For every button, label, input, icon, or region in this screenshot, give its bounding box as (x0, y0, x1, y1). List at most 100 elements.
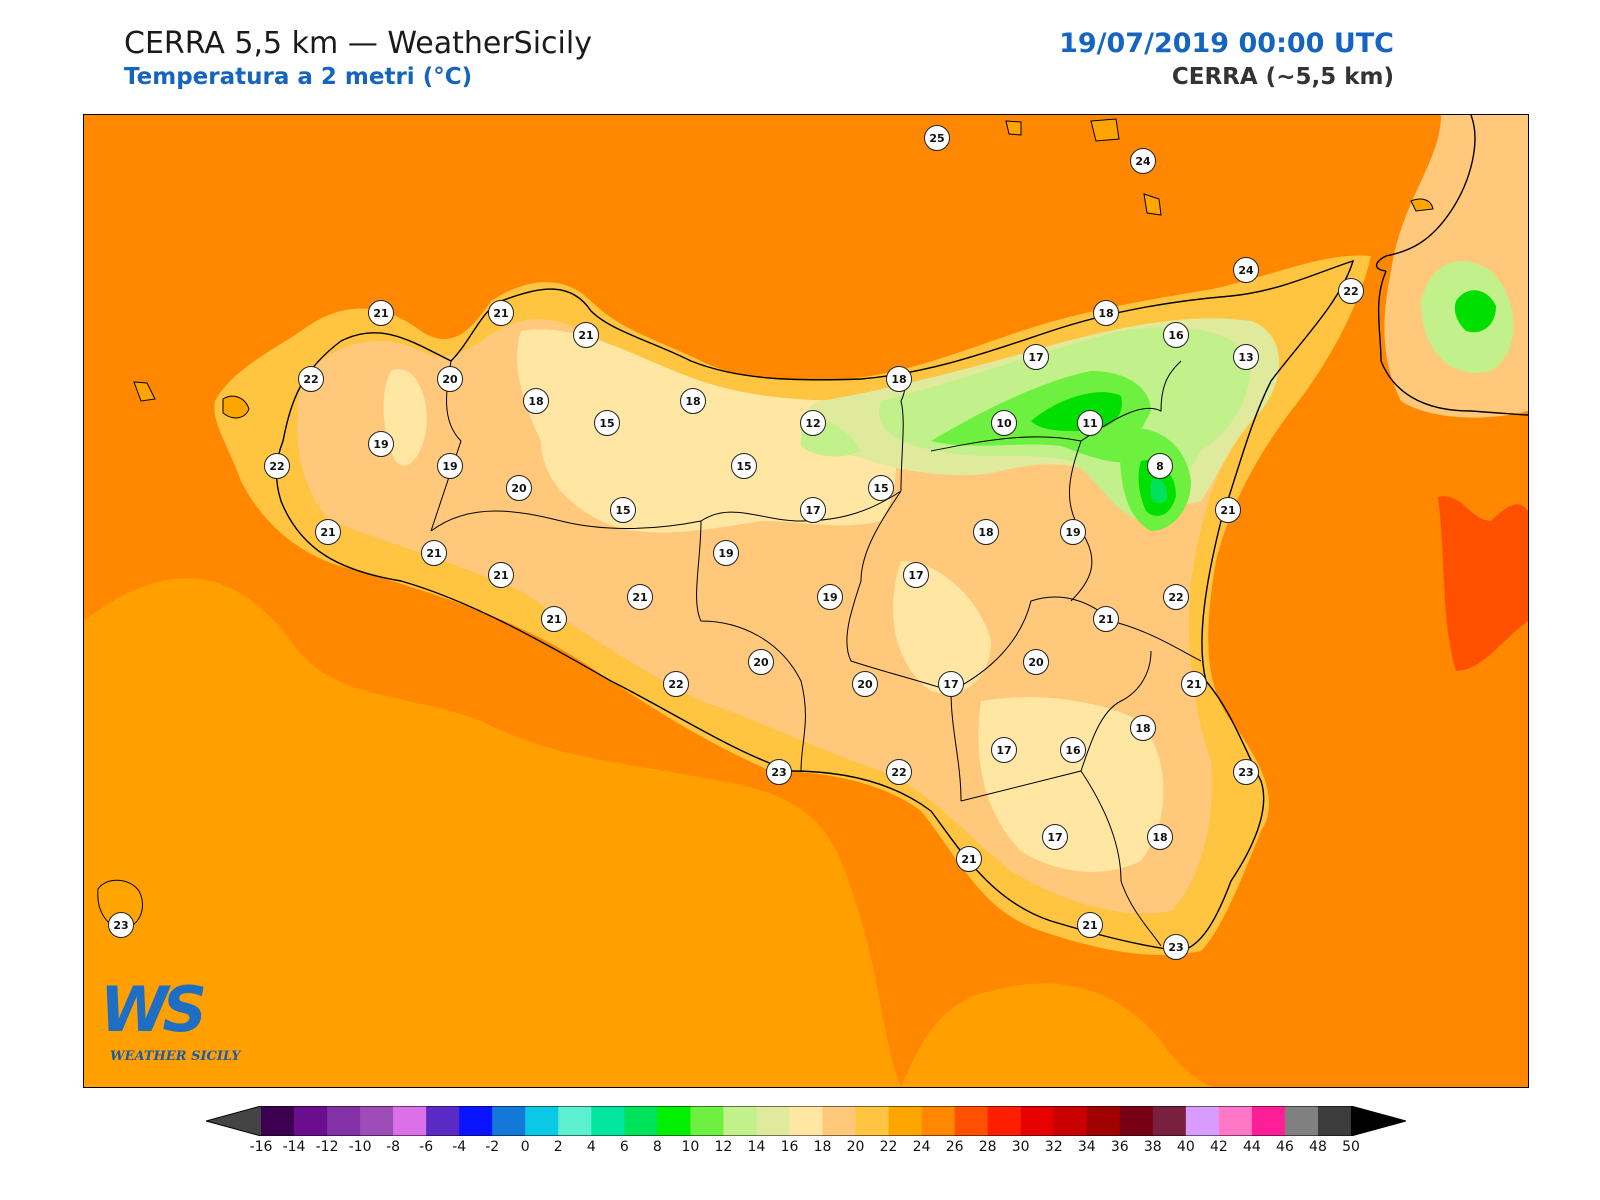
map-title: CERRA 5,5 km — WeatherSicily (124, 26, 592, 61)
station-temp-label: 23 (108, 912, 134, 938)
sea-orange-band (901, 983, 1211, 1087)
calabria-cool (1454, 290, 1496, 333)
station-temp-label: 18 (1130, 715, 1156, 741)
station-temp-label: 21 (488, 562, 514, 588)
colorbar-segment (855, 1106, 890, 1136)
station-temp-label: 15 (868, 475, 894, 501)
colorbar-tick-label: -12 (315, 1139, 339, 1155)
station-temp-label: 21 (956, 846, 982, 872)
colorbar-segment (459, 1106, 493, 1136)
logo-name: WEATHER SICILY (110, 1049, 241, 1064)
station-temp-label: 16 (1060, 737, 1086, 763)
station-temp-label: 17 (991, 737, 1017, 763)
station-temp-label: 22 (1338, 278, 1364, 304)
island (1005, 120, 1022, 136)
colorbar-segment (657, 1106, 691, 1136)
temperature-map: 25 24 24 22 21 21 21 18 16 13 17 22 20 18 18 15 18 12 10 11… (83, 114, 1529, 1088)
station-temp-label: 23 (1163, 934, 1189, 960)
colorbar-tick-label: -14 (282, 1139, 306, 1155)
colorbar-segment (327, 1106, 361, 1136)
station-temp-label: 21 (541, 606, 567, 632)
station-temp-label: 12 (800, 410, 826, 436)
colorbar-tick-label: 4 (586, 1139, 596, 1155)
colorbar-segment (1053, 1106, 1088, 1136)
station-temp-label: 18 (973, 519, 999, 545)
colorbar-segment (789, 1106, 824, 1136)
station-temp-label: 15 (594, 410, 620, 436)
station-temp-label: 19 (817, 584, 843, 610)
colorbar-tick-label: -2 (485, 1139, 500, 1155)
station-temp-label: 15 (731, 453, 757, 479)
station-temp-label: 21 (627, 584, 653, 610)
station-temp-label: 19 (368, 431, 394, 457)
island (222, 395, 250, 419)
colorbar-tick-label: 12 (714, 1139, 733, 1155)
colorbar-tick-label: 24 (912, 1139, 931, 1155)
station-temp-label: 17 (800, 497, 826, 523)
station-temp-label: 22 (298, 366, 324, 392)
band-16 (978, 697, 1164, 872)
station-temp-label: 20 (852, 671, 878, 697)
colorbar-tick-label: -6 (419, 1139, 434, 1155)
colorbar-tick-label: 38 (1143, 1139, 1162, 1155)
province-border (1080, 650, 1152, 772)
station-temp-label: 20 (1023, 649, 1049, 675)
band-16 (892, 561, 991, 694)
colorbar-tick-label: 44 (1242, 1139, 1261, 1155)
colorbar-segment (261, 1106, 295, 1136)
station-temp-label: 20 (506, 475, 532, 501)
station-temp-label: 18 (1093, 300, 1119, 326)
colorbar-segment (426, 1106, 460, 1136)
colorbar-segment (921, 1106, 956, 1136)
band-16 (383, 369, 427, 466)
island (1410, 198, 1434, 212)
colorbar-segment (1185, 1106, 1220, 1136)
calabria-coastline (1377, 270, 1528, 416)
province-border (846, 490, 962, 802)
station-temp-label: 22 (886, 759, 912, 785)
station-temp-label: 25 (924, 125, 950, 151)
header-right: 19/07/2019 00:00 UTC CERRA (~5,5 km) (1059, 26, 1394, 92)
colorbar-segment (360, 1106, 394, 1136)
station-temp-label: 21 (1215, 497, 1241, 523)
colorbar-tick-label: 42 (1209, 1139, 1228, 1155)
colorbar-tick-label: 26 (945, 1139, 964, 1155)
station-temp-label: 23 (766, 759, 792, 785)
station-temp-label: 22 (1163, 584, 1189, 610)
station-temp-label: 17 (1023, 344, 1049, 370)
map-subtitle: Temperatura a 2 metri (°C) (124, 64, 473, 90)
station-temp-label: 18 (680, 388, 706, 414)
station-temp-label: 13 (1233, 344, 1259, 370)
colorbar-tick-label: 6 (619, 1139, 629, 1155)
province-border (930, 436, 1093, 602)
colorbar-tick-label: 46 (1276, 1139, 1294, 1155)
colorbar-segment (1086, 1106, 1121, 1136)
island (1143, 193, 1162, 216)
province-border (1080, 360, 1182, 442)
station-temp-label: 17 (938, 671, 964, 697)
station-temp-label: 17 (903, 562, 929, 588)
colorbar-tick-label: 14 (747, 1139, 766, 1155)
colorbar-segment (1251, 1106, 1286, 1136)
station-temp-label: 20 (437, 366, 463, 392)
island (133, 381, 156, 402)
sea-orange-band (84, 578, 901, 1087)
province-border (950, 596, 1202, 692)
station-temp-label: 15 (610, 497, 636, 523)
station-temp-label: 18 (886, 366, 912, 392)
station-temp-label: 21 (1077, 912, 1103, 938)
colorbar-tick-label: 20 (846, 1139, 865, 1155)
station-temp-label: 19 (713, 540, 739, 566)
colorbar-tick-label: -16 (249, 1139, 273, 1155)
weather-sicily-logo: WS WEATHER SICILY (98, 975, 258, 1075)
map-fields (84, 115, 1528, 1087)
colorbar-tick-label: 32 (1044, 1139, 1063, 1155)
province-border (696, 520, 806, 772)
colorbar-tick-label: -4 (452, 1139, 467, 1155)
colorbar (206, 1106, 1406, 1136)
band-16 (517, 329, 896, 533)
colorbar-tick-label: 48 (1309, 1139, 1327, 1155)
station-temp-label: 22 (264, 453, 290, 479)
station-temp-label: 11 (1077, 410, 1103, 436)
colorbar-segment (1152, 1106, 1187, 1136)
